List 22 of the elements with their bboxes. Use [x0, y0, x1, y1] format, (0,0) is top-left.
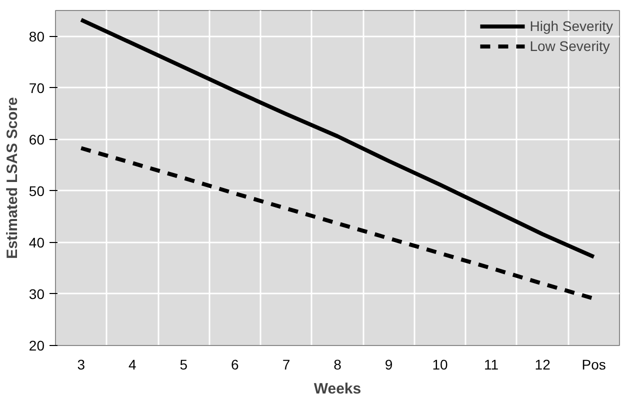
x-tick-label: 8 [334, 356, 342, 372]
x-tick-label: 3 [77, 356, 86, 372]
x-tick-label: 12 [534, 356, 551, 372]
x-tick-label: 5 [180, 356, 188, 372]
y-tick-label: 40 [28, 234, 45, 250]
y-tick-label: 50 [28, 182, 45, 199]
x-axis-title: Weeks [314, 380, 362, 398]
x-tick-label: 4 [128, 356, 137, 372]
legend-label: High Severity [530, 18, 613, 34]
x-tick-label: 11 [484, 356, 499, 372]
x-tick-label: 10 [432, 356, 448, 372]
y-tick-label: 80 [28, 28, 45, 44]
x-tick-label: 7 [282, 356, 290, 372]
y-tick-label: 70 [28, 80, 45, 96]
legend-label: Low Severity [530, 38, 610, 54]
x-tick-label: 6 [231, 356, 240, 372]
y-axis-title: Estimated LSAS Score [4, 97, 21, 259]
y-tick-label: 60 [28, 131, 45, 148]
x-tick-label: 9 [384, 356, 393, 372]
x-tick-label: Pos [582, 356, 606, 372]
y-tick-label: 30 [28, 286, 45, 302]
y-tick-label: 20 [28, 338, 45, 354]
